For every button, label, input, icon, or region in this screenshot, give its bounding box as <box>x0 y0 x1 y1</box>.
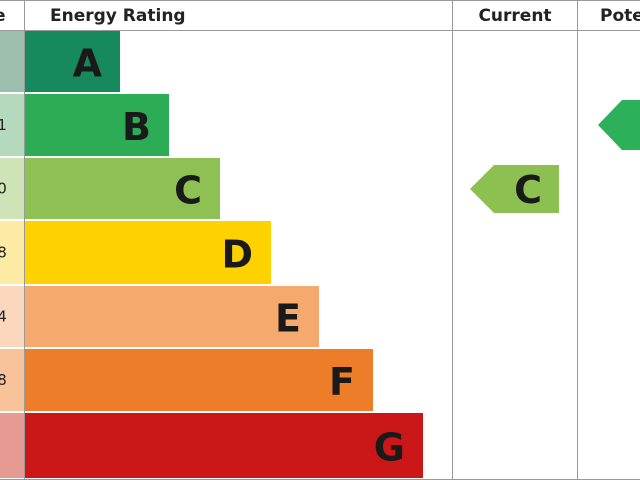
score-cell <box>0 413 24 478</box>
rating-bar <box>25 31 120 92</box>
rating-bar <box>25 286 319 347</box>
score-cell <box>0 94 24 156</box>
score-cell <box>0 349 24 411</box>
score-range: 8 <box>0 371 7 389</box>
rating-bar <box>25 413 423 478</box>
score-cell <box>0 286 24 347</box>
current-header: Current <box>478 6 551 26</box>
rating-letter: F <box>329 360 355 404</box>
current-arrow <box>470 165 559 213</box>
rating-letter: G <box>374 426 405 470</box>
rating-bar <box>25 158 220 219</box>
rating-letter: A <box>73 42 103 86</box>
score-cell <box>0 221 24 284</box>
rating-bar <box>25 349 373 411</box>
rating-letter: E <box>275 297 301 341</box>
score-range: 8 <box>0 244 7 262</box>
rating-header: Energy Rating <box>50 6 186 26</box>
rating-letter: B <box>122 105 151 149</box>
score-range: 4 <box>0 308 7 326</box>
rating-letter: C <box>174 169 202 213</box>
score-cell <box>0 158 24 219</box>
score-range: 1 <box>0 116 7 134</box>
score-header: e <box>0 6 6 26</box>
score-range: 0 <box>0 180 7 198</box>
score-cell <box>0 31 24 92</box>
potential-arrow <box>598 100 640 150</box>
rating-letter: D <box>221 233 253 277</box>
current-letter: C <box>514 168 542 212</box>
rating-bar <box>25 221 271 284</box>
rating-bar <box>25 94 169 156</box>
potential-header: Pote <box>600 6 640 26</box>
